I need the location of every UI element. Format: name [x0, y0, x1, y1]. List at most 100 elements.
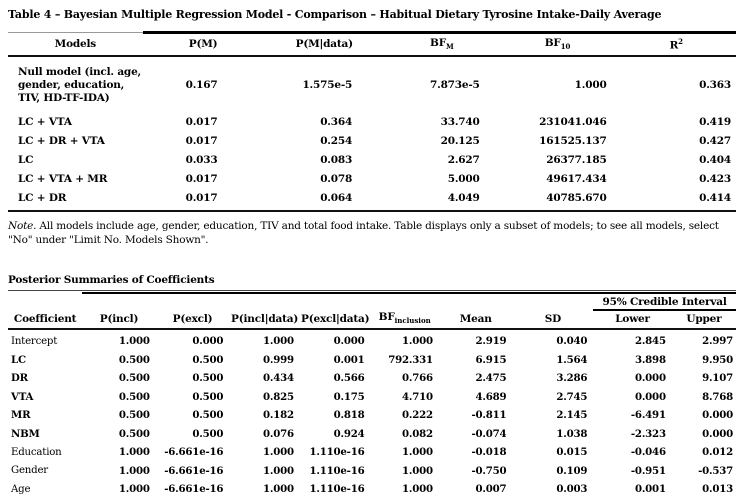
model-value: 40785.670 — [498, 188, 617, 212]
table2-title: Posterior Summaries of Coefficients — [8, 274, 736, 291]
coefficient-value: 1.000 — [118, 446, 150, 459]
coefficient-value: 1.110e-16 — [309, 464, 365, 477]
model-value: 0.167 — [185, 79, 218, 91]
coefficient-value: 1.110e-16 — [309, 483, 365, 496]
column-header: P(excl|data) — [299, 310, 371, 330]
model-value: 0.083 — [320, 153, 353, 166]
column-header: Lower — [593, 310, 672, 330]
coefficient-value: 1.000 — [262, 483, 294, 496]
coefficient-value: 0.500 — [192, 409, 224, 422]
coefficient-value: 1.000 — [402, 464, 433, 477]
coefficient-row: Intercept 1.000 0.000 1.000 0.000 1.000 2.919 0… — [8, 329, 736, 351]
coefficient-value: 9.107 — [702, 372, 733, 385]
coefficient-value: 1.110e-16 — [309, 446, 365, 459]
model-value: 49617.434 — [546, 172, 607, 185]
coefficient-row: MR 0.500 0.500 0.182 0.818 0.222 -0.811 2.145 -6… — [8, 406, 736, 425]
column-header: P(incl) — [82, 310, 156, 330]
model-value: 2.627 — [447, 153, 480, 166]
model-comparison-table: Models P(M) P(M|data) BFM BF10 R2 Null model … — [8, 31, 736, 212]
model-comparison-body: Null model (incl. age, gender, education… — [8, 56, 736, 212]
coefficient-value: 0.000 — [702, 409, 733, 422]
coefficient-value: 0.500 — [192, 427, 224, 440]
posterior-summaries-header: 95% Credible Interval Coefficient P(incl) P… — [8, 292, 736, 330]
coefficient-value: 0.500 — [118, 353, 150, 366]
model-value: 0.078 — [320, 172, 353, 185]
model-row: LC + VTA + MR 0.017 0.078 5.000 49617.434 0.4… — [8, 169, 736, 188]
coefficient-value: 0.001 — [634, 483, 666, 496]
model-name: LC + VTA — [18, 115, 72, 128]
model-value: 1.575e-5 — [302, 79, 353, 91]
coefficient-value: 4.710 — [402, 390, 433, 403]
coefficient-value: 0.175 — [333, 390, 365, 403]
model-value: 4.049 — [385, 188, 499, 212]
coefficient-row: Gender 1.000 -6.661e-16 1.000 1.110e-16 1.000… — [8, 462, 736, 481]
coefficient-value: -0.750 — [471, 464, 507, 477]
spanner-row: 95% Credible Interval — [8, 292, 736, 311]
coefficient-value: 0.500 — [192, 390, 224, 403]
coefficient-value: 0.500 — [118, 390, 150, 403]
column-header: BF10 — [498, 31, 617, 57]
model-value: 5.000 — [447, 172, 480, 185]
coefficient-value: 0.012 — [702, 446, 733, 459]
coefficient-value: 0.500 — [118, 409, 150, 422]
coefficient-row: Age 1.000 -6.661e-16 1.000 1.110e-16 1.000 0.0… — [8, 480, 736, 499]
coefficient-value: 0.500 — [192, 372, 224, 385]
model-value: 0.404 — [699, 153, 731, 166]
coefficient-value: 0.040 — [556, 335, 588, 348]
coefficient-value: 1.564 — [556, 353, 588, 366]
model-value: 0.427 — [699, 134, 731, 147]
model-value: 0.017 — [185, 172, 218, 185]
coefficient-value: 0.000 — [333, 335, 365, 348]
model-value: 0.364 — [320, 115, 353, 128]
coefficient-value: 0.766 — [402, 372, 433, 385]
model-value: 0.017 — [142, 188, 264, 212]
model-value: 161525.137 — [539, 134, 607, 147]
column-header: P(M|data) — [263, 31, 386, 57]
note-text: All models include age, gender, educatio… — [8, 220, 719, 246]
coefficient-value: 6.915 — [475, 353, 507, 366]
model-row: Null model (incl. age, gender, education… — [8, 56, 736, 112]
model-name: Null model (incl. age, gender, education… — [18, 66, 142, 104]
header-row: Models P(M) P(M|data) BFM BF10 R2 — [8, 31, 736, 57]
coefficient-value: -0.811 — [471, 409, 507, 422]
coefficient-value: 1.000 — [262, 464, 294, 477]
coefficient-value: 0.182 — [262, 409, 294, 422]
coefficient-value: 0.222 — [402, 409, 433, 422]
coefficient-value: 4.689 — [475, 390, 507, 403]
coefficient-name: MR — [11, 409, 31, 422]
coefficient-value: -0.951 — [630, 464, 666, 477]
model-value: 0.017 — [185, 115, 218, 128]
coefficient-value: 1.038 — [556, 427, 588, 440]
coefficient-value: -6.491 — [630, 409, 666, 422]
coefficient-name: VTA — [11, 390, 34, 403]
coefficient-value: 8.768 — [702, 390, 733, 403]
coefficient-value: 3.898 — [634, 353, 666, 366]
coefficient-name: DR — [11, 372, 28, 385]
table1-note: Note. All models include age, gender, ed… — [8, 219, 730, 247]
coefficient-value: 2.845 — [634, 335, 666, 348]
coefficient-value: -2.323 — [630, 427, 666, 440]
spacer-cell — [8, 293, 82, 310]
model-value: 0.254 — [320, 134, 353, 147]
coefficient-value: 0.500 — [192, 353, 224, 366]
coefficient-value: 0.013 — [702, 483, 733, 496]
coefficient-value: 0.000 — [192, 335, 224, 348]
column-header: Mean — [438, 310, 513, 330]
model-value: 0.414 — [616, 188, 736, 212]
model-value: 0.064 — [263, 188, 386, 212]
coefficient-value: -6.661e-16 — [164, 464, 224, 477]
model-value: 231041.046 — [539, 115, 607, 128]
coefficient-value: 1.000 — [402, 446, 433, 459]
coefficient-value: 0.082 — [402, 427, 433, 440]
coefficient-value: 0.015 — [556, 446, 588, 459]
model-name: LC — [18, 153, 34, 166]
model-value: 0.419 — [699, 115, 731, 128]
coefficient-value: 2.997 — [702, 335, 733, 348]
model-name: LC + VTA + MR — [18, 172, 108, 185]
column-header: Coefficient — [8, 310, 83, 330]
model-row: LC 0.033 0.083 2.627 26377.185 0.404 — [8, 150, 736, 169]
coefficient-value: 1.000 — [262, 446, 294, 459]
model-value: 33.740 — [440, 115, 480, 128]
coefficient-name: Gender — [11, 465, 48, 477]
